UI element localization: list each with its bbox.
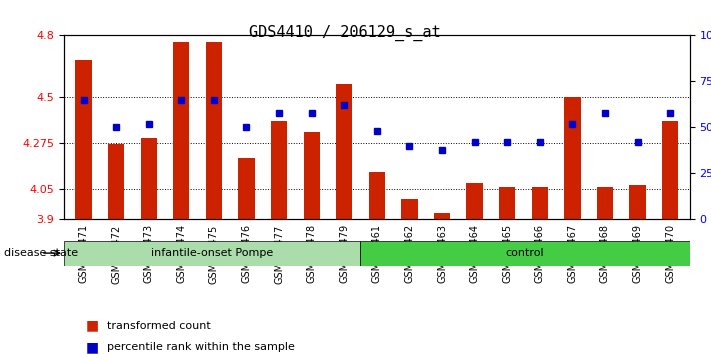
Bar [238, 158, 255, 219]
FancyBboxPatch shape [360, 241, 690, 266]
Text: percentile rank within the sample: percentile rank within the sample [107, 342, 294, 352]
Bar [369, 172, 385, 219]
Bar [75, 60, 92, 219]
FancyBboxPatch shape [64, 241, 360, 266]
Bar [141, 138, 157, 219]
Bar [597, 187, 613, 219]
Bar [205, 41, 222, 219]
Text: infantile-onset Pompe: infantile-onset Pompe [151, 248, 273, 258]
Bar [434, 213, 450, 219]
Bar [108, 144, 124, 219]
Text: transformed count: transformed count [107, 321, 210, 331]
Bar [466, 183, 483, 219]
Text: ■: ■ [85, 319, 98, 333]
Text: ■: ■ [85, 340, 98, 354]
Text: disease state: disease state [4, 248, 77, 258]
Bar [629, 185, 646, 219]
Bar [532, 187, 548, 219]
Bar [401, 199, 417, 219]
Bar [662, 121, 678, 219]
Bar [271, 121, 287, 219]
Text: GDS4410 / 206129_s_at: GDS4410 / 206129_s_at [249, 25, 441, 41]
Text: control: control [506, 248, 545, 258]
Bar [336, 85, 353, 219]
Bar [565, 97, 580, 219]
Bar [499, 187, 515, 219]
Bar [304, 132, 320, 219]
Bar [173, 41, 189, 219]
